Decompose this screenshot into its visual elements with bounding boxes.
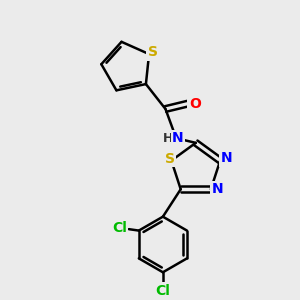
Text: S: S	[148, 45, 158, 59]
Text: S: S	[165, 152, 175, 166]
Text: Cl: Cl	[155, 284, 170, 298]
Text: H: H	[163, 132, 173, 145]
Text: N: N	[221, 152, 232, 165]
Text: Cl: Cl	[112, 221, 127, 235]
Text: O: O	[189, 97, 201, 111]
Text: N: N	[212, 182, 223, 196]
Text: N: N	[172, 131, 184, 145]
